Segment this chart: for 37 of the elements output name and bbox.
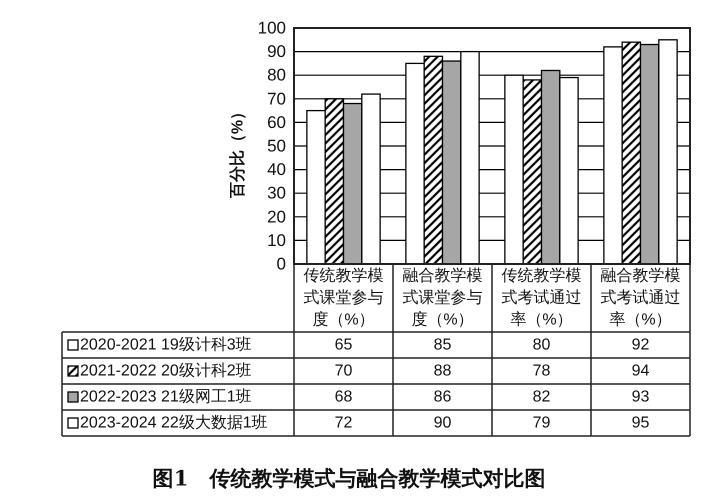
legend-label: 2021-2022 20级计科2班	[80, 362, 252, 380]
y-tick-label: 20	[267, 207, 286, 226]
x-tick-label: 融合教学模式课堂参与度（%）	[402, 266, 482, 328]
data-label: 79	[532, 414, 550, 432]
data-label: 90	[434, 414, 452, 432]
x-tick-label: 传统教学模式课堂参与度（%）	[304, 266, 384, 328]
data-label: 80	[532, 336, 550, 354]
data-label: 70	[334, 362, 352, 380]
y-tick-label: 60	[267, 112, 286, 132]
y-tick-label: 50	[267, 136, 286, 156]
data-label: 94	[632, 362, 650, 380]
y-tick-label: 30	[267, 184, 286, 203]
y-tick-label: 0	[276, 254, 286, 274]
legend-label: 2022-2023 21级网工1班	[80, 388, 252, 406]
x-tick-label: 传统教学模式考试通过率（%）	[502, 266, 582, 328]
y-tick-label: 80	[267, 66, 286, 85]
y-tick-label: 70	[267, 89, 286, 108]
data-label: 82	[532, 388, 550, 406]
data-label: 78	[532, 362, 550, 380]
data-label: 86	[434, 388, 452, 406]
y-tick-label: 10	[267, 230, 286, 250]
y-tick-label: 90	[267, 42, 286, 62]
legend-label: 2023-2024 22级大数据1班	[80, 414, 268, 432]
y-tick-label: 40	[267, 160, 286, 180]
x-tick-label: 融合教学模式考试通过率（%）	[600, 266, 680, 328]
legend-label: 2020-2021 19级计科3班	[80, 336, 252, 354]
y-axis-title: 百分比（%）	[228, 104, 246, 200]
data-label: 95	[632, 414, 650, 432]
data-label: 93	[632, 388, 650, 406]
data-label: 68	[334, 388, 352, 406]
data-label: 85	[434, 336, 452, 354]
data-label: 72	[334, 414, 352, 432]
data-label: 65	[334, 336, 352, 354]
data-label: 88	[434, 362, 452, 380]
y-tick-label: 100	[258, 18, 286, 38]
text: 图1 传统教学模式与融合教学模式对比图	[152, 466, 546, 490]
data-label: 92	[632, 336, 650, 354]
